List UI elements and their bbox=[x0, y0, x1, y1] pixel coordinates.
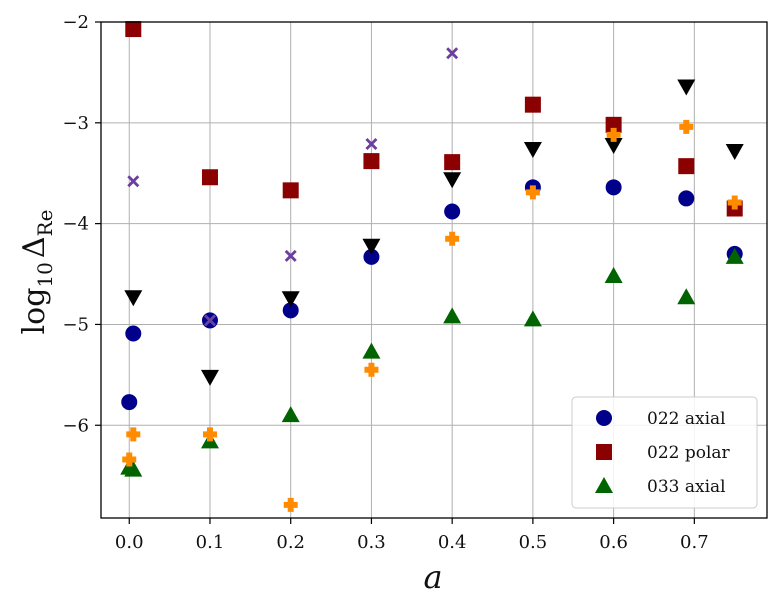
x-point bbox=[446, 47, 459, 60]
circle-point bbox=[678, 190, 695, 207]
data-points bbox=[120, 21, 744, 512]
triangle-up-point bbox=[604, 267, 623, 284]
plus-point bbox=[679, 119, 694, 134]
plus-point bbox=[283, 497, 298, 512]
triangle-down-point bbox=[677, 79, 696, 96]
y-tick-label: −5 bbox=[62, 314, 89, 335]
square-point bbox=[524, 96, 541, 113]
square-point bbox=[125, 21, 142, 38]
x-point bbox=[284, 249, 297, 262]
triangle-down-point bbox=[281, 291, 300, 308]
plus-point bbox=[525, 185, 540, 200]
plus-point bbox=[364, 362, 379, 377]
square-point bbox=[605, 116, 622, 133]
plus-point bbox=[202, 427, 217, 442]
triangle-up-point bbox=[725, 247, 744, 264]
plus-point bbox=[727, 195, 742, 210]
plus-point bbox=[445, 231, 460, 246]
x-tick-label: 0.6 bbox=[599, 532, 628, 553]
square-point bbox=[282, 182, 299, 199]
legend-circle-icon bbox=[596, 410, 612, 426]
y-tick-label: −6 bbox=[62, 415, 89, 436]
x-tick-label: 0.7 bbox=[680, 532, 709, 553]
triangle-down-point bbox=[124, 290, 143, 307]
triangle-up-point bbox=[443, 307, 462, 324]
triangle-up-point bbox=[281, 406, 300, 423]
series-3-triangle-down bbox=[124, 79, 744, 386]
legend-entry-label: 022 polar bbox=[647, 443, 731, 463]
legend-triangle-up-icon bbox=[595, 477, 613, 493]
svg-text:log10ΔRe: log10 ΔRe bbox=[17, 210, 57, 335]
axis-ticks: 0.0 0.1 0.2 0.3 0.4 0.5 0.6 0.7 −2 −3 −4 −5 −6 bbox=[62, 12, 708, 553]
x-tick-label: 0.5 bbox=[519, 532, 548, 553]
legend-square-icon bbox=[596, 444, 612, 460]
series-5-x bbox=[127, 47, 459, 327]
y-axis-label: log10 ΔRe bbox=[17, 210, 57, 335]
x-tick-label: 0.2 bbox=[276, 532, 305, 553]
series-1-square bbox=[125, 21, 743, 217]
x-tick-label: 0.0 bbox=[115, 532, 144, 553]
triangle-down-point bbox=[362, 238, 381, 255]
x-tick-label: 0.4 bbox=[438, 532, 467, 553]
x-point bbox=[365, 137, 378, 150]
triangle-up-point bbox=[124, 460, 143, 477]
y-tick-label: −4 bbox=[62, 214, 89, 235]
y-tick-label: −2 bbox=[62, 12, 89, 33]
square-point bbox=[444, 154, 461, 171]
circle-point bbox=[444, 203, 461, 220]
y-axis-label-log: log bbox=[17, 288, 52, 335]
x-point bbox=[203, 314, 216, 327]
plus-point bbox=[606, 127, 621, 142]
legend-entry-label: 022 axial bbox=[647, 409, 726, 429]
plus-point bbox=[126, 427, 141, 442]
legend: 022 axial 022 polar 033 axial bbox=[571, 396, 758, 509]
triangle-up-point bbox=[362, 342, 381, 359]
triangle-down-point bbox=[443, 172, 462, 189]
triangle-down-point bbox=[725, 144, 744, 161]
triangle-down-point bbox=[523, 142, 542, 159]
circle-point bbox=[121, 394, 138, 411]
plot-frame bbox=[100, 21, 768, 519]
circle-point bbox=[282, 302, 299, 319]
y-tick-label: −3 bbox=[62, 113, 89, 134]
triangle-down-point bbox=[200, 369, 219, 386]
circle-point bbox=[363, 248, 380, 265]
x-point bbox=[127, 175, 140, 188]
legend-entry-label: 033 axial bbox=[647, 477, 726, 497]
y-axis-label-delta: Δ bbox=[17, 236, 52, 258]
y-axis-label-delta-sub: Re bbox=[33, 210, 57, 237]
triangle-up-point bbox=[523, 310, 542, 327]
circle-point bbox=[605, 179, 622, 196]
y-axis-label-base: 10 bbox=[33, 262, 57, 287]
series-4-plus bbox=[122, 119, 742, 512]
circle-point bbox=[125, 325, 142, 342]
x-tick-label: 0.3 bbox=[357, 532, 386, 553]
triangle-up-point bbox=[677, 288, 696, 305]
square-point bbox=[678, 158, 695, 175]
x-axis-label: a bbox=[423, 558, 442, 596]
plus-point bbox=[122, 452, 137, 467]
x-tick-label: 0.1 bbox=[196, 532, 225, 553]
square-point bbox=[363, 153, 380, 170]
legend-box bbox=[571, 396, 758, 509]
square-point bbox=[201, 169, 218, 186]
triangle-down-point bbox=[604, 137, 623, 154]
